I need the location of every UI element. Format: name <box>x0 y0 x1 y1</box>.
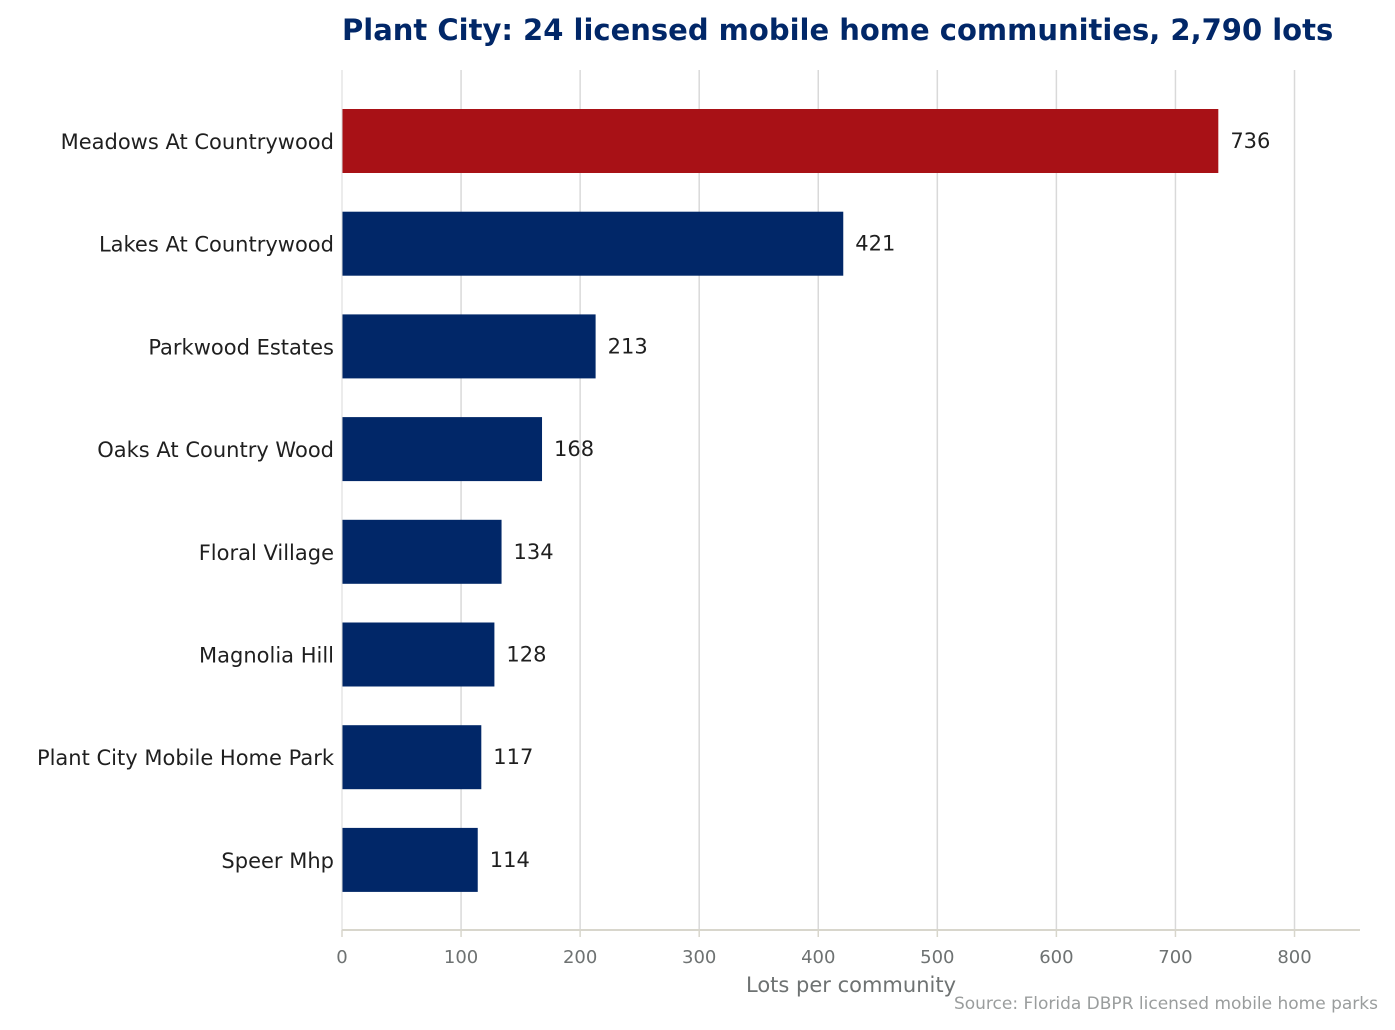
value-label: 114 <box>490 848 530 872</box>
bar <box>342 827 478 892</box>
bar <box>342 725 482 790</box>
category-label: Floral Village <box>199 541 334 565</box>
bar <box>342 314 596 379</box>
x-tick-label: 400 <box>801 947 835 968</box>
gridlines <box>460 70 1296 930</box>
x-tick-label: 200 <box>563 947 597 968</box>
bar <box>342 109 1219 173</box>
x-axis-title: Lots per community <box>746 973 956 997</box>
bars <box>342 109 1219 892</box>
bar <box>342 417 543 482</box>
category-label: Plant City Mobile Home Park <box>37 746 335 770</box>
category-labels: Meadows At Countrywood Lakes At Countrywo… <box>37 130 335 873</box>
category-label: Parkwood Estates <box>148 335 334 359</box>
category-label: Magnolia Hill <box>199 644 334 668</box>
value-label: 736 <box>1230 129 1270 153</box>
x-tick-label: 800 <box>1277 947 1311 968</box>
bar <box>342 211 844 276</box>
value-label: 421 <box>855 232 895 256</box>
x-tick-label: 300 <box>682 947 716 968</box>
x-tick-label: 600 <box>1039 947 1073 968</box>
value-label: 168 <box>554 437 594 461</box>
source-note: Source: Florida DBPR licensed mobile hom… <box>954 994 1378 1014</box>
value-label: 213 <box>608 334 648 358</box>
value-label: 117 <box>493 745 533 769</box>
chart-title: Plant City: 24 licensed mobile home comm… <box>342 13 1333 47</box>
x-tick-label: 700 <box>1158 947 1192 968</box>
x-tick-label: 100 <box>444 947 478 968</box>
bar <box>342 622 495 687</box>
bar <box>342 519 502 584</box>
category-label: Lakes At Countrywood <box>99 233 334 257</box>
category-label: Meadows At Countrywood <box>61 130 334 154</box>
category-label: Speer Mhp <box>221 849 334 873</box>
x-tick-label: 500 <box>920 947 954 968</box>
x-tick-label: 0 <box>336 947 347 968</box>
category-label: Oaks At Country Wood <box>97 438 334 462</box>
x-axis: 0 100 200 300 400 500 600 700 800 <box>336 70 1360 968</box>
value-label: 134 <box>514 540 554 564</box>
value-labels: 736 421 213 168 134 128 117 114 <box>490 129 1271 872</box>
value-label: 128 <box>506 643 546 667</box>
